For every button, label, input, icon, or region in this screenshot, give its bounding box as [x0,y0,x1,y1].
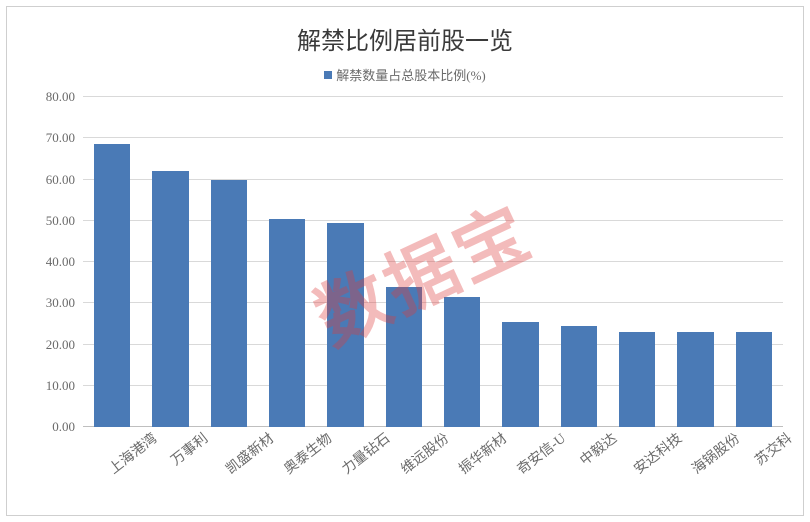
bar [211,180,247,428]
x-label-text: 振华新材 [454,428,510,478]
bar-slot [491,322,549,427]
bar [561,326,597,427]
y-tick-label: 80.00 [46,89,75,105]
bar [269,219,305,427]
bar-slot [666,332,724,427]
plot-area: 0.0010.0020.0030.0040.0050.0060.0070.008… [83,97,783,427]
bar [502,322,538,427]
legend-swatch [324,71,332,79]
x-label-text: 安达科技 [629,428,685,478]
y-tick-label: 0.00 [52,419,75,435]
x-label: 上海港湾 [83,427,141,447]
bar-slot [550,326,608,427]
bar-slot [375,287,433,427]
bar-slot [258,219,316,427]
y-tick-label: 10.00 [46,378,75,394]
x-labels: 上海港湾万事利凯盛新材奥泰生物力量钻石维远股份振华新材奇安信-U中毅达安达科技海… [83,427,783,447]
x-label-text: 上海港湾 [104,428,160,478]
x-label-text: 凯盛新材 [221,428,277,478]
x-label-text: 维远股份 [396,428,452,478]
bar-slot [433,297,491,427]
bars-container [83,97,783,427]
bar-slot [608,332,666,427]
x-label-text: 中毅达 [575,428,620,470]
y-tick-label: 20.00 [46,337,75,353]
y-tick-label: 30.00 [46,295,75,311]
y-tick-label: 50.00 [46,213,75,229]
bar-slot [316,223,374,427]
legend-label: 解禁数量占总股本比例(%) [336,68,486,83]
bar [677,332,713,427]
bar-slot [141,171,199,427]
x-label-text: 奇安信-U [513,428,570,479]
y-tick-label: 70.00 [46,130,75,146]
x-label-text: 力量钻石 [338,428,394,478]
bar [386,287,422,427]
bar [619,332,655,427]
chart-frame: 解禁比例居前股一览 解禁数量占总股本比例(%) 0.0010.0020.0030… [6,6,804,516]
bar-slot [200,180,258,428]
bar-slot [725,332,783,427]
bar [736,332,772,427]
bar [94,144,130,427]
x-label-text: 苏交科 [750,428,795,470]
bar [152,171,188,427]
x-label-text: 奥泰生物 [279,428,335,478]
chart-title: 解禁比例居前股一览 [7,21,803,56]
bar [327,223,363,427]
x-label-text: 海锅股份 [688,428,744,478]
y-tick-label: 40.00 [46,254,75,270]
bar [444,297,480,427]
legend: 解禁数量占总股本比例(%) [7,65,803,84]
bar-slot [83,144,141,427]
y-tick-label: 60.00 [46,172,75,188]
